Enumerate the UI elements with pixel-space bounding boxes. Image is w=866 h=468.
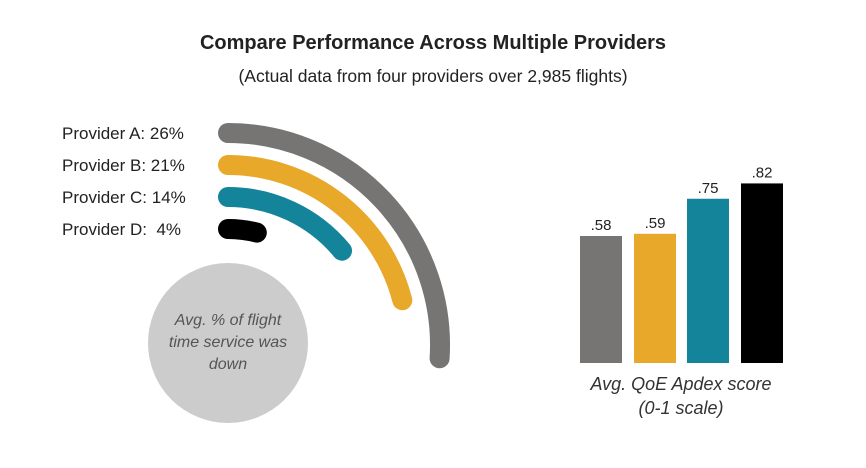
bar-provider-a xyxy=(580,235,622,363)
radial-arc-provider-b xyxy=(218,155,413,311)
center-label-line: time service was xyxy=(169,334,287,351)
arc-label: Provider C: 14% xyxy=(62,188,186,207)
bar-value-label: .59 xyxy=(645,215,666,232)
arc-label: Provider A: 26% xyxy=(62,124,184,143)
center-label-line: Avg. % of flight xyxy=(174,312,282,329)
x-axis-label: (0-1 scale) xyxy=(638,398,723,418)
arc-label: Provider D: 4% xyxy=(62,220,181,239)
radial-chart: Avg. % of flight time service was down Prov… xyxy=(62,123,451,423)
arc-label: Provider B: 21% xyxy=(62,156,185,175)
chart-title: Compare Performance Across Multiple Prov… xyxy=(199,32,667,54)
x-axis-label: Avg. QoE Apdex score xyxy=(589,374,771,394)
bar-value-label: .75 xyxy=(698,180,719,197)
radial-arc-provider-a xyxy=(218,123,451,369)
bar-value-label: .58 xyxy=(591,217,612,234)
center-circle xyxy=(148,263,308,423)
chart-subtitle: (Actual data from four providers over 2,… xyxy=(238,66,628,86)
bar-provider-c xyxy=(687,198,729,363)
center-label-line: down xyxy=(209,356,247,373)
bar-provider-b xyxy=(634,233,676,363)
radial-arc-provider-c xyxy=(218,187,352,261)
bar-chart: .58 .59 .75 .82 Avg. QoE Apdex score (0-1 sca… xyxy=(580,164,783,418)
radial-arc-provider-d xyxy=(218,218,267,243)
bar-provider-d xyxy=(741,183,783,363)
bar-value-label: .82 xyxy=(752,164,773,181)
